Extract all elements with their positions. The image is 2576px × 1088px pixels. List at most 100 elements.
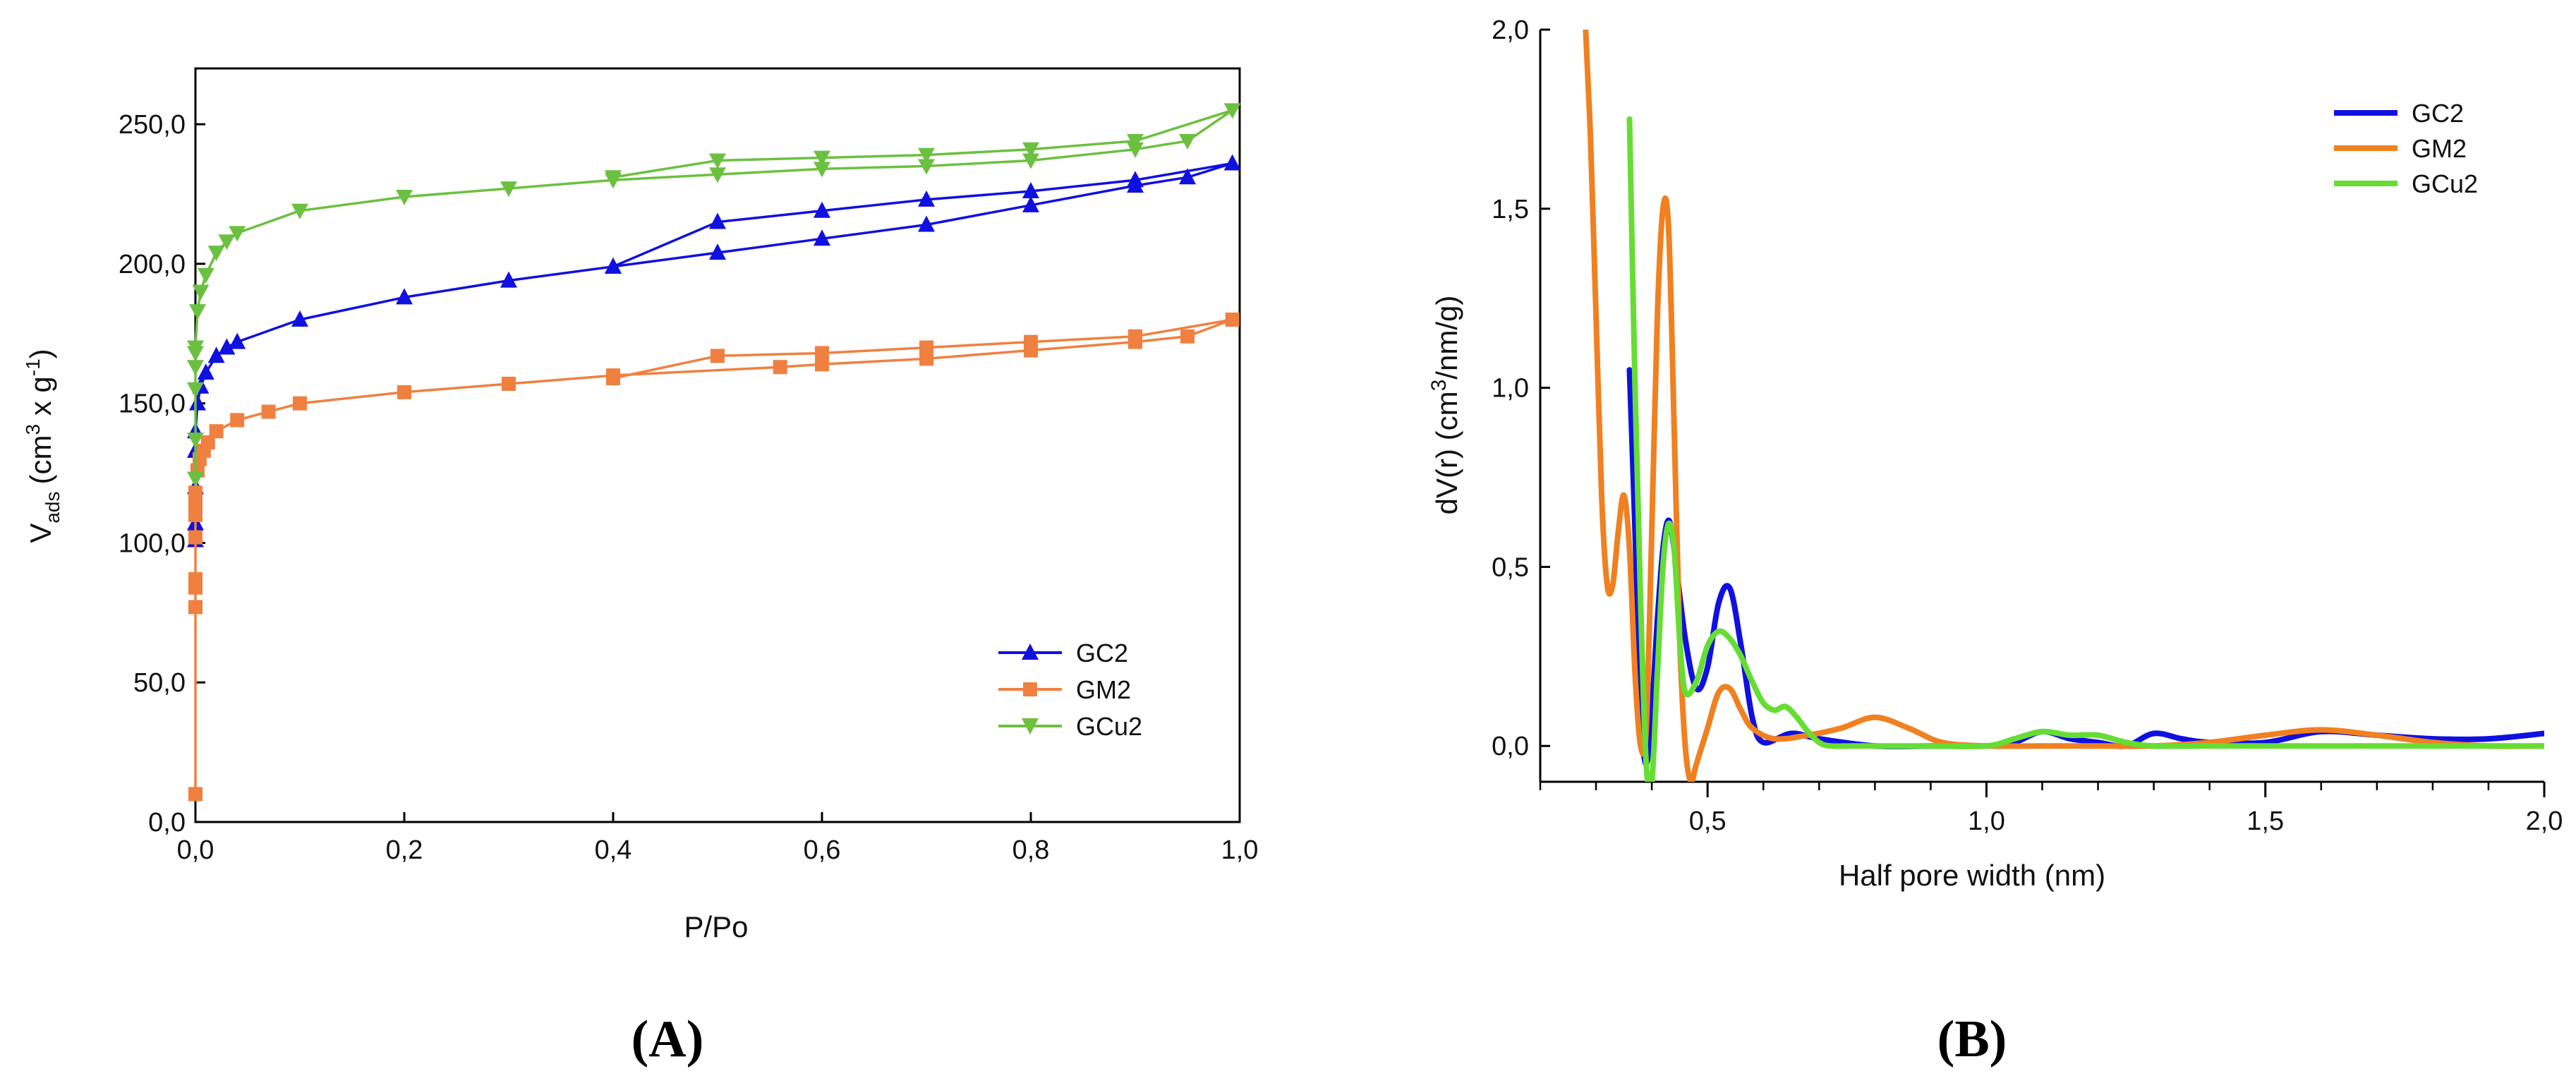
x-tick-label-a: 1,0 <box>1221 835 1259 865</box>
legend-a-label-gm2: GM2 <box>1076 675 1131 704</box>
axes-a: 0,0 50,0 100,0 150,0 200,0 250,0 0,0 0,2 0,4 0,6 0… <box>119 110 1259 865</box>
data-point-gc2 <box>605 257 622 274</box>
y-tick-label-b: 0,5 <box>1492 552 1529 582</box>
data-point-gc2 <box>709 212 726 229</box>
data-point-gm2 <box>1024 334 1038 349</box>
legend-a-label-gc2: GC2 <box>1076 639 1128 667</box>
x-tick-label-b: 1,5 <box>2247 806 2284 836</box>
data-point-gcu2 <box>1022 153 1039 169</box>
data-point-gcu2 <box>918 159 935 175</box>
data-point-gm2 <box>606 371 620 386</box>
data-point-gc2 <box>197 363 214 380</box>
data-point-gcu2 <box>1223 103 1241 119</box>
y-title-a-sup1: 3 <box>22 424 44 435</box>
data-point-gm2 <box>815 346 829 361</box>
data-point-gc2 <box>1127 171 1144 188</box>
legend-a-marker-gm2 <box>1023 682 1037 696</box>
y-tick-label-a: 100,0 <box>119 528 186 558</box>
data-point-gcu2 <box>814 150 830 167</box>
data-point-gcu2 <box>188 304 206 320</box>
x-tick-label-a: 0,8 <box>1012 835 1050 865</box>
data-point-gc2 <box>918 215 935 232</box>
x-tick-label-b: 0,5 <box>1689 806 1727 836</box>
legend-a-label-gcu2: GCu2 <box>1076 712 1142 741</box>
data-point-gm2 <box>261 404 276 419</box>
series-b-line-gcu2 <box>1626 116 2544 782</box>
y-title-a-sup2: -1 <box>22 358 44 376</box>
data-point-gm2 <box>209 424 224 439</box>
data-point-gcu2 <box>814 162 830 178</box>
x-tick-label-a: 0,6 <box>804 835 841 865</box>
data-point-gcu2 <box>918 147 935 164</box>
y-axis-title-a: Vads (cm3 x g-1) <box>22 349 64 543</box>
data-point-gcu2 <box>187 382 204 398</box>
legend-b: GC2 GM2 GCu2 <box>2334 99 2478 198</box>
series-group-a <box>187 103 1241 802</box>
data-point-gc2 <box>918 190 935 207</box>
y-tick-label-a: 50,0 <box>133 668 186 698</box>
data-point-gm2 <box>188 600 202 615</box>
data-point-gcu2 <box>187 433 204 449</box>
series-a-gm2 <box>188 313 1240 802</box>
panel-label-a: (A) <box>631 1010 704 1068</box>
legend-b-label-gm2: GM2 <box>2412 134 2467 163</box>
data-point-gm2 <box>773 360 787 375</box>
y-tick-label-a: 0,0 <box>148 808 186 838</box>
data-point-gc2 <box>1022 195 1039 212</box>
y-title-b-post: /nm/g) <box>1430 296 1463 380</box>
chart-panel-a: 0,0 50,0 100,0 150,0 200,0 250,0 0,0 0,2 0,4 0,6 0… <box>22 67 1259 1068</box>
data-point-gcu2 <box>229 226 246 242</box>
y-title-a-unit-mid: x g <box>24 376 57 424</box>
data-point-gc2 <box>500 271 517 288</box>
y-tick-label-a: 200,0 <box>119 250 186 279</box>
data-point-gc2 <box>396 288 413 305</box>
x-tick-label-a: 0,0 <box>177 835 214 865</box>
chart-panel-b: 0,0 0,5 1,0 1,5 2,0 0,5 1,0 1,5 2,0 Half pore wi… <box>1427 16 2563 1068</box>
data-point-gm2 <box>397 385 411 399</box>
y-tick-label-a: 250,0 <box>119 110 186 140</box>
data-point-gc2 <box>218 338 236 355</box>
legend-b-label-gcu2: GCu2 <box>2412 169 2478 198</box>
data-point-gm2 <box>293 396 307 411</box>
data-point-gcu2 <box>1022 142 1039 158</box>
data-point-gm2 <box>188 787 202 802</box>
panel-label-b: (B) <box>1937 1010 2007 1068</box>
x-axis-title-a: P/Po <box>684 910 748 943</box>
data-point-gcu2 <box>218 234 236 250</box>
series-line-gcu2 <box>194 109 1234 479</box>
y-title-b-sup: 3 <box>1427 380 1451 392</box>
x-tick-label-a: 0,4 <box>595 835 632 865</box>
data-point-gm2 <box>919 340 933 355</box>
data-point-gcu2 <box>187 340 204 356</box>
data-point-gm2 <box>710 349 725 363</box>
data-point-gcu2 <box>1127 133 1144 150</box>
data-point-gc2 <box>709 243 726 260</box>
data-point-gc2 <box>229 332 246 349</box>
data-point-gcu2 <box>396 189 413 205</box>
data-point-gc2 <box>814 201 830 218</box>
data-point-gm2 <box>1225 313 1240 327</box>
data-point-gc2 <box>1022 182 1039 199</box>
y-axis-title-b: dV(r) (cm3/nm/g) <box>1427 296 1463 515</box>
data-point-gcu2 <box>500 181 517 198</box>
data-point-gcu2 <box>207 246 225 262</box>
y-title-a-unit-pre: (cm <box>24 435 57 485</box>
series-b-line-gm2 <box>1583 30 2544 782</box>
y-title-a-unit-post: ) <box>24 349 57 358</box>
data-point-gc2 <box>291 310 308 327</box>
data-point-gc2 <box>207 346 225 363</box>
y-title-a-sub: ads <box>42 492 64 524</box>
data-point-gcu2 <box>197 267 214 284</box>
data-point-gm2 <box>188 530 202 545</box>
data-point-gcu2 <box>187 360 204 376</box>
axes-b: 0,0 0,5 1,0 1,5 2,0 0,5 1,0 1,5 2,0 <box>1492 16 2563 836</box>
y-title-b-pre: dV(r) (cm <box>1430 391 1463 514</box>
series-group-b <box>1583 30 2544 782</box>
data-point-gm2 <box>1180 329 1195 344</box>
y-tick-label-a: 150,0 <box>119 389 186 419</box>
x-tick-label-b: 2,0 <box>2526 806 2563 836</box>
x-tick-label-a: 0,2 <box>386 835 423 865</box>
data-point-gc2 <box>1223 154 1241 171</box>
data-point-gm2 <box>919 351 933 366</box>
y-tick-label-b: 0,0 <box>1492 732 1529 761</box>
